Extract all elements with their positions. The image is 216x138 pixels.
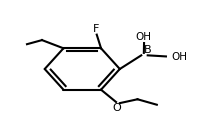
Text: OH: OH xyxy=(135,32,151,42)
Text: OH: OH xyxy=(171,52,187,62)
Text: F: F xyxy=(92,24,99,34)
Text: B: B xyxy=(143,45,151,55)
Text: O: O xyxy=(113,103,121,113)
